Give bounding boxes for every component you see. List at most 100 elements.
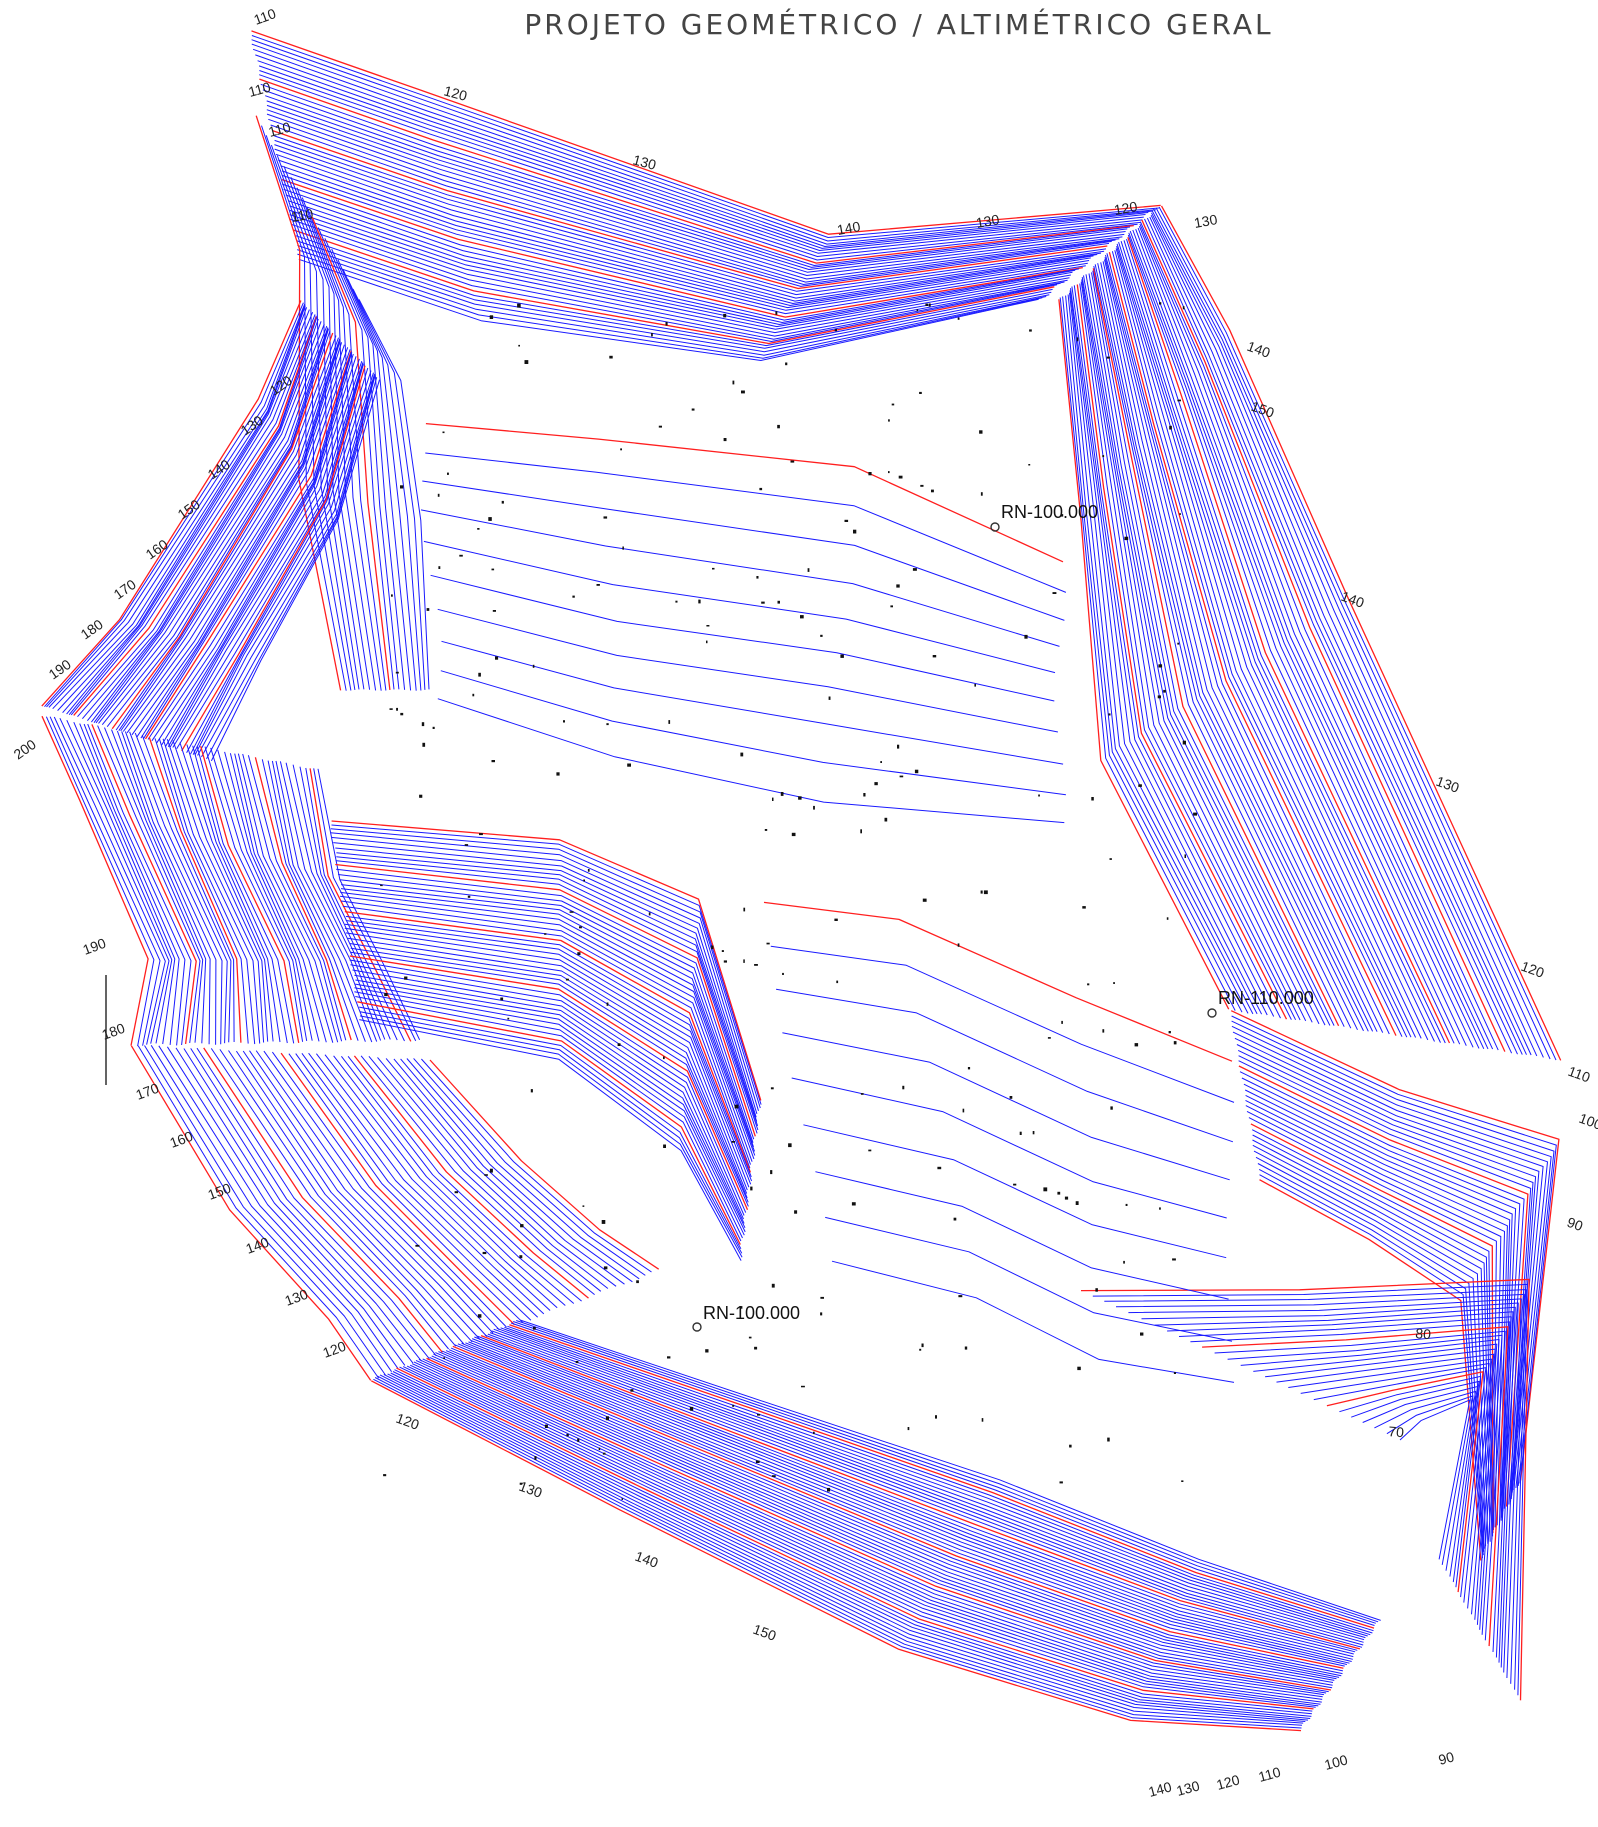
survey-point: [1138, 784, 1142, 787]
contour-minor: [270, 124, 1110, 287]
contour-minor: [151, 352, 353, 742]
survey-point: [896, 584, 900, 588]
contour-major: [200, 746, 300, 1044]
contour-minor: [282, 183, 1079, 321]
survey-point: [957, 317, 960, 320]
contour-label: 80: [1415, 1325, 1432, 1342]
contour-label: 140: [836, 218, 862, 238]
contour-major: [73, 316, 318, 716]
contour-minor: [306, 207, 387, 691]
survey-point: [732, 380, 735, 385]
survey-point: [731, 1141, 735, 1143]
survey-point: [675, 600, 678, 603]
contour-minor: [1141, 1302, 1519, 1673]
contour-minor: [333, 1055, 566, 1306]
contour-minor: [122, 339, 341, 732]
contour-minor: [141, 734, 235, 1043]
contour-minor: [340, 895, 753, 1162]
survey-point: [834, 918, 838, 921]
contour-minor: [770, 945, 1235, 1103]
contour-minor: [330, 828, 761, 1109]
contour-minor: [242, 753, 343, 1042]
contour-minor: [271, 760, 373, 1043]
contour-major: [1092, 268, 1340, 1027]
survey-point: [1182, 306, 1185, 310]
contour-minor: [1253, 1343, 1498, 1625]
survey-point: [606, 723, 609, 726]
contour-minor: [48, 304, 306, 708]
contour-major: [259, 78, 1134, 264]
contour-minor: [360, 1011, 743, 1254]
survey-point: [587, 869, 590, 872]
contour-minor: [175, 1047, 414, 1364]
survey-point: [579, 926, 582, 929]
contour-minor: [1151, 210, 1538, 1057]
survey-point: [1102, 1029, 1105, 1033]
contour-minor: [350, 951, 749, 1207]
survey-point: [743, 959, 745, 963]
survey-point: [723, 313, 727, 318]
contour-major: [111, 332, 334, 730]
contour-major: [1250, 1123, 1494, 1534]
contour-minor: [313, 768, 417, 1042]
survey-point: [1047, 1037, 1051, 1039]
contour-minor: [166, 739, 265, 1043]
survey-point: [1158, 664, 1163, 668]
contour-minor: [281, 170, 1088, 311]
survey-point: [788, 1143, 792, 1148]
survey-point: [868, 1149, 872, 1152]
survey-point: [770, 1087, 774, 1090]
survey-point: [577, 952, 581, 956]
contour-minor: [387, 1373, 1311, 1719]
contour-minor: [1092, 1283, 1528, 1696]
contour-minor: [1362, 1386, 1478, 1577]
survey-point: [794, 1210, 798, 1214]
survey-point: [691, 408, 695, 411]
contour-minor: [260, 83, 1131, 266]
contour-minor: [336, 856, 759, 1131]
contour-minor: [1062, 296, 1243, 1013]
contour-minor: [815, 1171, 1229, 1300]
contour-minor: [274, 148, 1098, 302]
survey-point: [519, 1255, 523, 1259]
contour-minor: [1238, 1055, 1534, 1503]
survey-point: [801, 1385, 805, 1388]
survey-point: [851, 1202, 856, 1206]
contour-major: [1108, 251, 1397, 1036]
survey-point: [921, 1343, 924, 1348]
contour-minor: [267, 760, 366, 1042]
survey-point: [925, 303, 929, 306]
contour-minor: [422, 480, 1065, 621]
contour-label: 140: [1245, 338, 1273, 361]
survey-point: [820, 634, 823, 637]
survey-point: [442, 431, 445, 434]
survey-point: [931, 489, 934, 493]
survey-point: [532, 664, 535, 668]
contour-minor: [268, 118, 1112, 285]
survey-point: [533, 1326, 536, 1330]
survey-point: [800, 615, 804, 619]
contour-minor: [1167, 1311, 1514, 1663]
contour-minor: [1085, 274, 1320, 1025]
survey-point: [565, 978, 569, 981]
contour-minor: [167, 360, 363, 747]
contour-minor: [1127, 234, 1455, 1044]
contour-minor: [402, 1366, 1319, 1707]
contour-minor: [266, 113, 1116, 283]
contour-minor: [491, 1330, 1365, 1641]
contour-label: 120: [394, 1410, 422, 1433]
survey-point: [544, 933, 547, 935]
contour-minor: [251, 35, 1159, 238]
survey-point: [621, 1498, 623, 1500]
survey-point: [583, 879, 585, 882]
contour-minor: [274, 135, 1107, 292]
survey-point: [706, 625, 710, 627]
contour-major: [293, 229, 1055, 345]
contour-minor: [1135, 229, 1480, 1049]
survey-point: [489, 1168, 493, 1173]
contour-minor: [377, 1057, 609, 1289]
contour-minor: [1232, 1031, 1548, 1491]
contour-minor: [1313, 1367, 1487, 1598]
survey-point: [501, 500, 504, 504]
